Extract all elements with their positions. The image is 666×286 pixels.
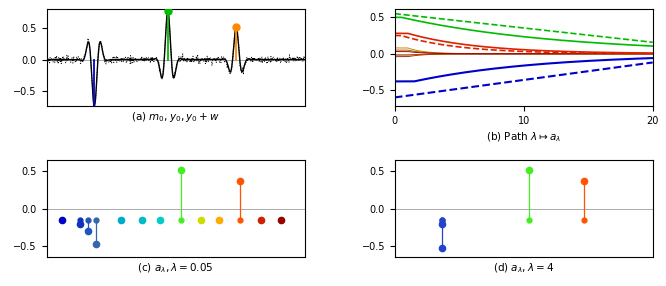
X-axis label: (a) $m_0, y_0, y_0 + w$: (a) $m_0, y_0, y_0 + w$ [131,110,220,124]
X-axis label: (d) $a_\lambda, \lambda = 4$: (d) $a_\lambda, \lambda = 4$ [493,262,554,275]
X-axis label: (b) Path $\lambda \mapsto a_\lambda$: (b) Path $\lambda \mapsto a_\lambda$ [486,130,561,144]
X-axis label: (c) $a_\lambda, \lambda = 0.05$: (c) $a_\lambda, \lambda = 0.05$ [137,262,214,275]
